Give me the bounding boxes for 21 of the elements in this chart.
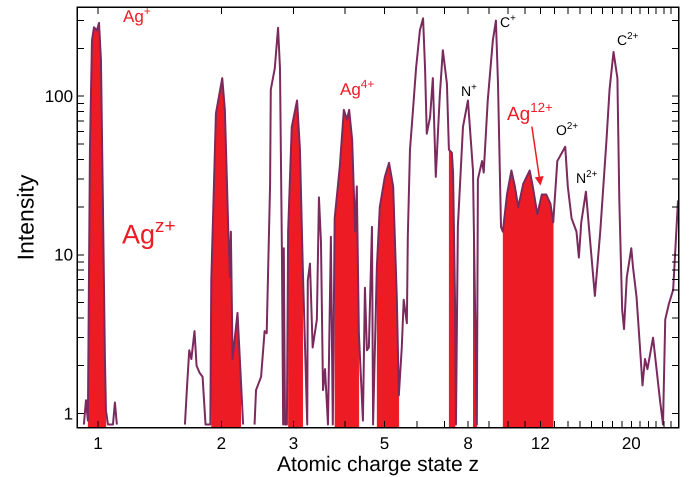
- x-tick-label: 20: [622, 434, 641, 453]
- annotation: N$^{2+}$: [576, 169, 598, 186]
- annotation: N$^{+}$: [461, 82, 478, 99]
- y-tick-label: 10: [54, 246, 74, 265]
- x-tick-label: 2: [216, 434, 226, 453]
- y-tick-label: 1: [64, 404, 74, 424]
- annotation: C$^{2+}$: [617, 31, 639, 48]
- x-tick-label: 8: [463, 434, 473, 453]
- x-tick-label: 1: [93, 434, 103, 453]
- x-tick-label: 12: [530, 434, 550, 453]
- annotation: O$^{2+}$: [556, 121, 578, 138]
- annotation: Ag$^{4+}$: [340, 77, 374, 100]
- y-tick-label: 100: [44, 87, 74, 106]
- annotation: Ag$^{+}$: [123, 4, 151, 26]
- annotation: Ag$^{12+}$: [507, 100, 554, 125]
- y-axis-title: Intensity: [12, 174, 38, 260]
- x-tick-label: 5: [380, 434, 390, 453]
- annotation: Ag$^{z+}$: [122, 216, 176, 250]
- x-tick-label: 3: [288, 434, 298, 453]
- x-axis-title: Atomic charge state z: [277, 452, 479, 476]
- annotation: C$^{+}$: [500, 13, 516, 30]
